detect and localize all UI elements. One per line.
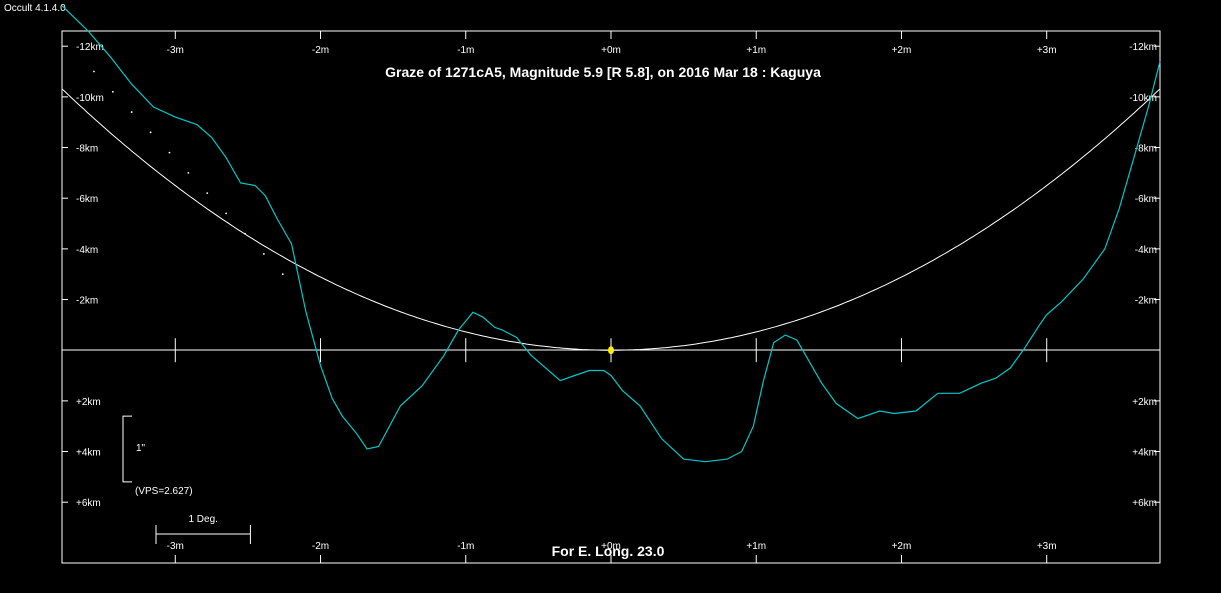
y-tick-label-left: -4km (76, 245, 98, 256)
y-tick-label-left: -6km (76, 194, 98, 205)
y-tick-label-left: -10km (76, 93, 104, 104)
y-tick-label-right: +4km (1132, 448, 1157, 459)
y-tick-label-right: -12km (1129, 42, 1157, 53)
y-tick-label-left: +2km (76, 397, 101, 408)
y-tick-label-left: -8km (76, 144, 98, 155)
plot-frame (61, 30, 1161, 564)
x-tick-label-bottom: +2m (892, 541, 912, 552)
dotted-path-point (149, 131, 152, 134)
y-tick-label-left: -12km (76, 42, 104, 53)
y-tick-label-right: -8km (1135, 144, 1157, 155)
dotted-path-point (187, 171, 190, 174)
x-tick-label-top: -3m (167, 45, 184, 56)
chart-title: Graze of 1271cA5, Magnitude 5.9 [R 5.8],… (385, 64, 821, 80)
x-tick-label-bottom: -2m (312, 541, 329, 552)
dotted-path-point (262, 253, 265, 255)
x-tick-label-bottom: +3m (1037, 541, 1057, 552)
y-tick-label-left: +6km (76, 498, 101, 509)
app-version-label: Occult 4.1.4.0 (4, 3, 66, 14)
x-tick-label-top: +0m (601, 45, 621, 56)
degree-scale-bar (155, 525, 251, 544)
scale-bar-label: 1" (136, 443, 146, 454)
y-tick-label-right: +2km (1132, 397, 1157, 408)
x-tick-label-top: -2m (312, 45, 329, 56)
limb-profile-line (61, 5, 1161, 463)
y-tick-label-right: -2km (1135, 296, 1157, 307)
dotted-path-point (225, 212, 228, 215)
y-tick-label-right: +6km (1132, 498, 1157, 509)
x-tick-label-bottom: +1m (746, 541, 766, 552)
graze-curve-line (61, 88, 1161, 351)
dotted-path-point (206, 192, 209, 195)
dotted-path-point (130, 111, 133, 113)
dotted-path-point (281, 273, 284, 276)
dotted-path-point (93, 70, 95, 73)
dotted-path-point (168, 151, 171, 154)
x-tick-label-bottom: +0m (601, 541, 621, 552)
dotted-path-point (244, 232, 246, 235)
y-tick-label-left: -2km (76, 296, 98, 307)
y-tick-label-left: +4km (76, 448, 101, 459)
x-tick-label-bottom: -1m (457, 541, 474, 552)
dotted-path-point (111, 90, 114, 93)
degree-bar-label: 1 Deg. (188, 514, 217, 525)
vps-scale-bar (122, 415, 132, 483)
x-tick-label-bottom: -3m (167, 541, 184, 552)
star-position-marker (608, 346, 614, 355)
vps-label: (VPS=2.627) (135, 486, 193, 497)
y-tick-label-right: -10km (1129, 93, 1157, 104)
x-tick-label-top: +2m (892, 45, 912, 56)
y-tick-label-right: -4km (1135, 245, 1157, 256)
y-tick-label-right: -6km (1135, 194, 1157, 205)
longitude-footer: For E. Long. 23.0 (552, 543, 665, 559)
x-tick-label-top: +3m (1037, 45, 1057, 56)
x-tick-label-top: -1m (457, 45, 474, 56)
x-tick-label-top: +1m (746, 45, 766, 56)
